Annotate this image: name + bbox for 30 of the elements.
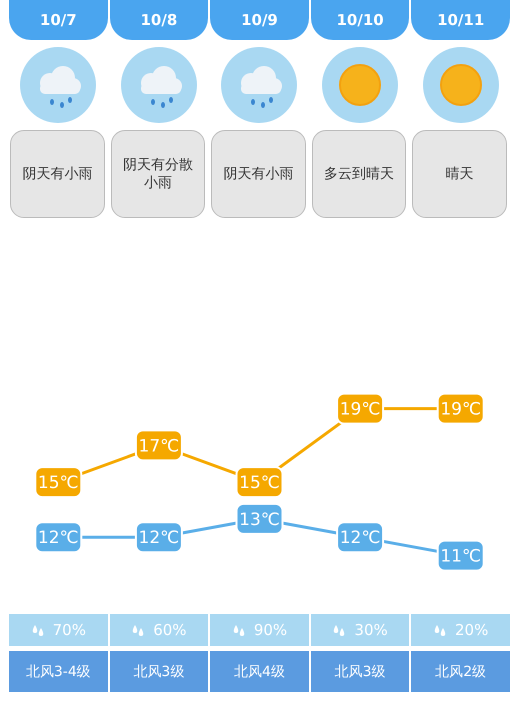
text: 晴天 [412,130,507,218]
data-label: 12℃ [340,528,380,548]
text: 90% [254,621,288,639]
text: 70% [52,621,86,639]
text: 北风3级 [110,651,208,692]
text: 60% [153,621,187,639]
data-label: 17℃ [138,436,180,456]
text: 北风3级 [310,651,410,692]
text: 北风3-4级 [9,651,108,692]
text: 北风4级 [210,651,309,692]
data-label: 12℃ [38,528,79,548]
x-tick-label: 10/8 [110,0,208,40]
text: 阴天有分散小雨 [110,130,206,218]
data-label: 13℃ [239,510,280,530]
x-tick-label: 10/7 [9,0,108,40]
text: 20% [455,621,488,639]
data-label: 19℃ [440,400,482,420]
x-tick-label: 10/9 [210,0,309,40]
text: 阴天有小雨 [211,130,306,218]
data-label: 15℃ [38,473,79,494]
x-tick-label: 10/10 [310,0,410,40]
text: 多云到晴天 [312,130,406,218]
data-label: 12℃ [138,528,180,548]
x-tick-label: 10/11 [411,0,510,40]
data-label: 11℃ [440,546,482,567]
text: 北风2级 [411,651,510,692]
text: 30% [354,621,388,639]
data-label: 19℃ [340,400,380,420]
text: 阴天有小雨 [10,130,105,218]
data-label: 15℃ [239,473,280,494]
